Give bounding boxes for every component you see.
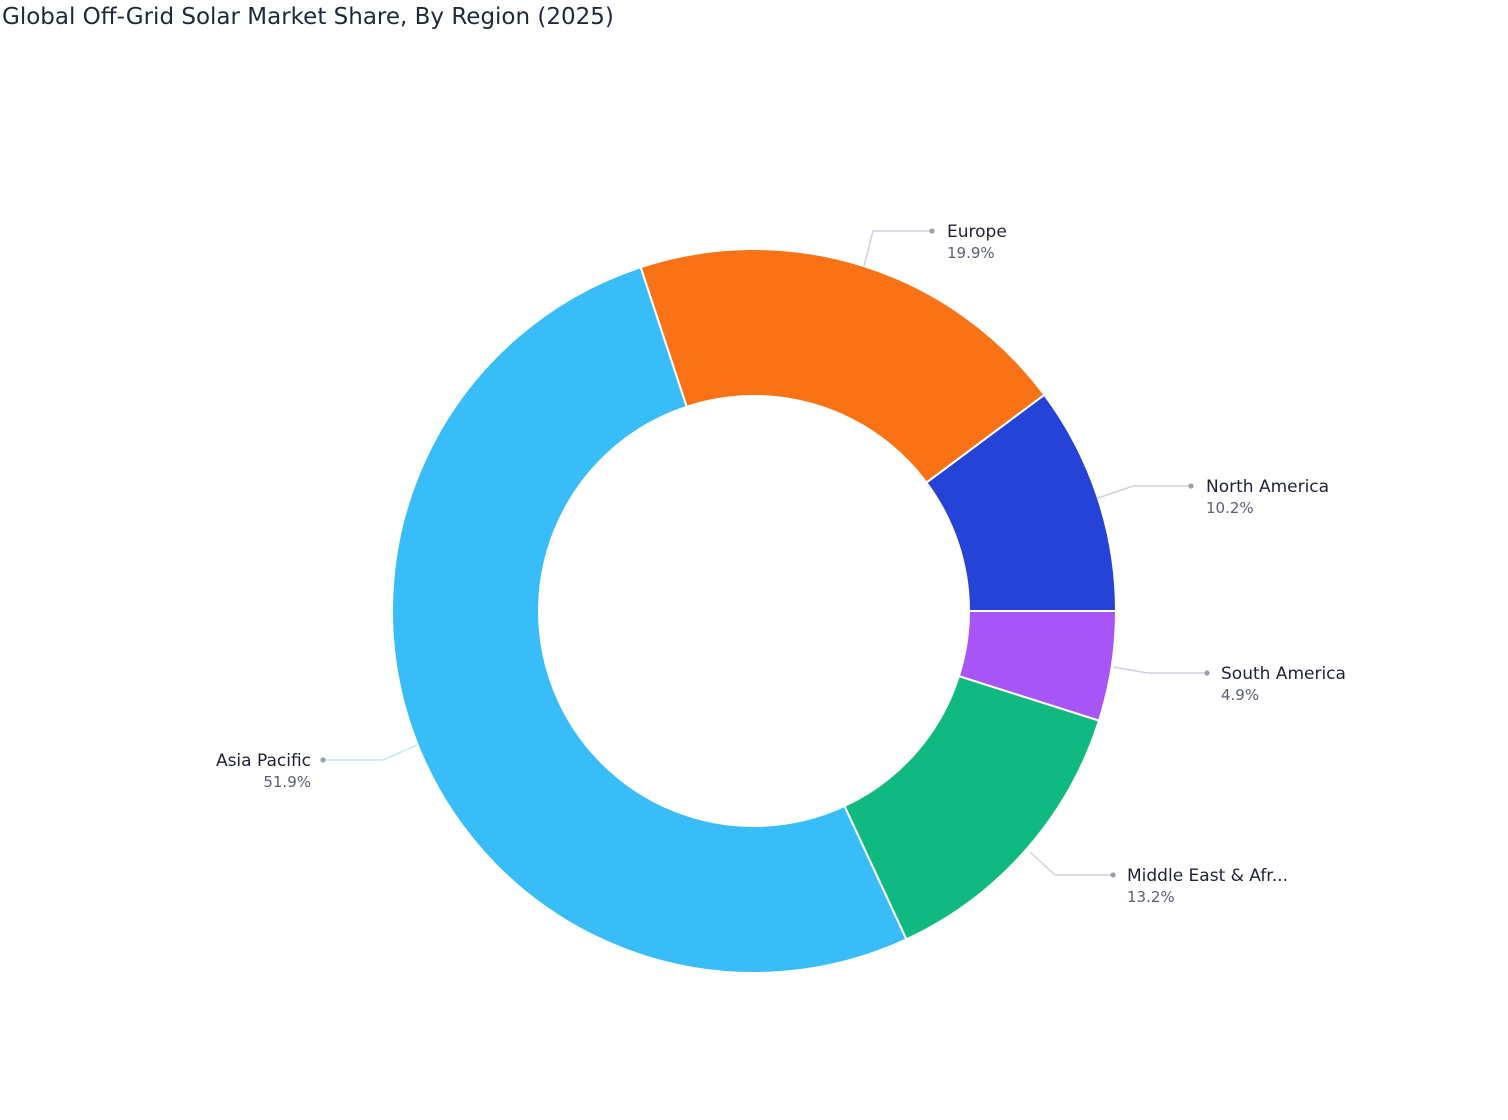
- label-name: Middle East & Afr...: [1127, 866, 1288, 886]
- label-percent: 51.9%: [263, 773, 311, 791]
- label-name: Asia Pacific: [216, 751, 311, 771]
- leader-line: [323, 744, 418, 761]
- leader-dot: [1188, 483, 1194, 489]
- label-percent: 4.9%: [1221, 686, 1259, 704]
- leader-dot: [929, 228, 935, 234]
- label-name: North America: [1206, 477, 1329, 497]
- chart-title: Global Off-Grid Solar Market Share, By R…: [2, 4, 614, 30]
- leader-dot: [320, 757, 326, 763]
- label-name: South America: [1221, 664, 1346, 684]
- leader-line: [1112, 666, 1207, 674]
- label-percent: 19.9%: [947, 244, 995, 262]
- slice-south-america[interactable]: [957, 610, 1118, 722]
- label-percent: 13.2%: [1127, 888, 1175, 906]
- leader-dot: [1204, 670, 1210, 676]
- leader-dot: [1110, 872, 1116, 878]
- slice-europe[interactable]: [639, 248, 1046, 484]
- slice-asia-pacific[interactable]: [391, 265, 908, 974]
- label-percent: 10.2%: [1206, 499, 1254, 517]
- leader-line: [863, 230, 932, 267]
- leader-line: [1097, 485, 1191, 499]
- leader-line: [1029, 851, 1113, 876]
- label-name: Europe: [947, 222, 1007, 242]
